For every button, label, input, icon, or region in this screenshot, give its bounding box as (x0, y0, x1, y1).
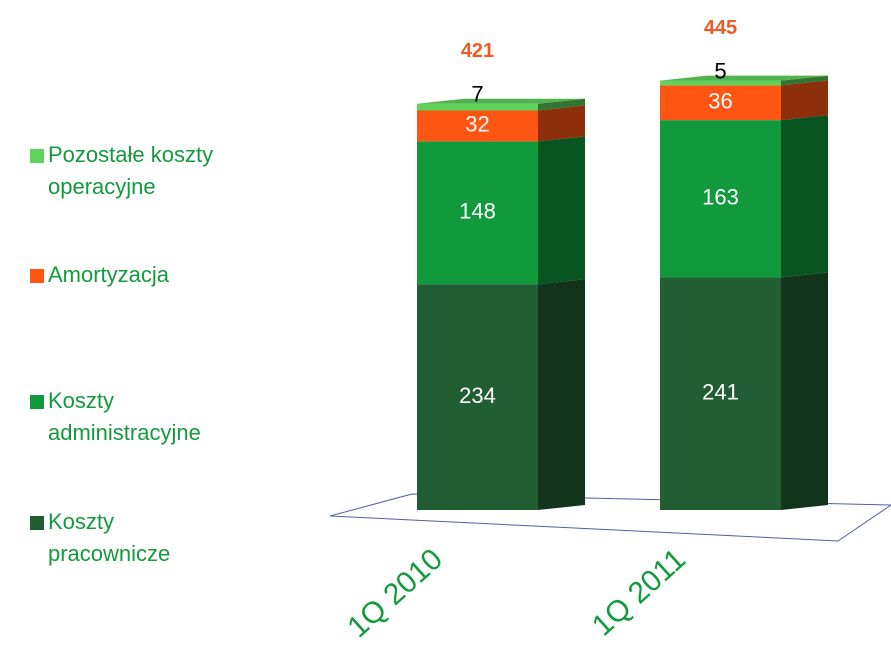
bar-side (781, 80, 828, 121)
legend-swatch (30, 516, 44, 530)
bar-segment (660, 120, 781, 278)
legend-label: Pozostałe koszty operacyjne (48, 142, 214, 199)
bar-side (781, 272, 828, 510)
legend-swatch (30, 149, 44, 163)
data-label: 5 (714, 58, 726, 83)
bar-side (538, 136, 585, 285)
bar-segment (417, 141, 538, 285)
x-tick-label: 1Q 2011 (586, 543, 692, 643)
bar-segment (660, 277, 781, 510)
data-label: 148 (459, 199, 496, 224)
bar-side (538, 105, 585, 142)
total-label: 445 (704, 17, 737, 39)
bar-segment (417, 284, 538, 510)
total-label: 421 (461, 40, 494, 62)
bar-segment (660, 80, 781, 86)
bar-segment (417, 110, 538, 142)
legend-item: Koszty pracownicze (30, 506, 300, 570)
legend-label: Amortyzacja (48, 262, 170, 287)
data-label: 32 (465, 112, 489, 137)
bar-segment (660, 85, 781, 121)
x-tick-label: 1Q 2010 (341, 543, 449, 645)
bar-top (417, 98, 585, 104)
bar-side (538, 279, 585, 510)
data-label: 163 (702, 185, 739, 210)
legend-label: Koszty pracownicze (48, 509, 171, 566)
data-label: 36 (708, 89, 732, 114)
legend-swatch (30, 395, 44, 409)
data-label: 7 (471, 82, 483, 107)
floor (329, 493, 891, 542)
bar-side (538, 98, 585, 111)
legend-item: Pozostałe koszty operacyjne (30, 139, 300, 203)
data-label: 234 (459, 383, 496, 408)
bar-side (781, 75, 828, 86)
data-label: 241 (702, 380, 739, 405)
bar-segment (417, 103, 538, 111)
legend-item: Amortyzacja (30, 259, 300, 291)
bar-side (781, 115, 828, 278)
bar-top (660, 75, 828, 81)
legend-item: Koszty administracyjne (30, 385, 300, 449)
legend-swatch (30, 269, 44, 283)
legend-label: Koszty administracyjne (48, 388, 201, 445)
